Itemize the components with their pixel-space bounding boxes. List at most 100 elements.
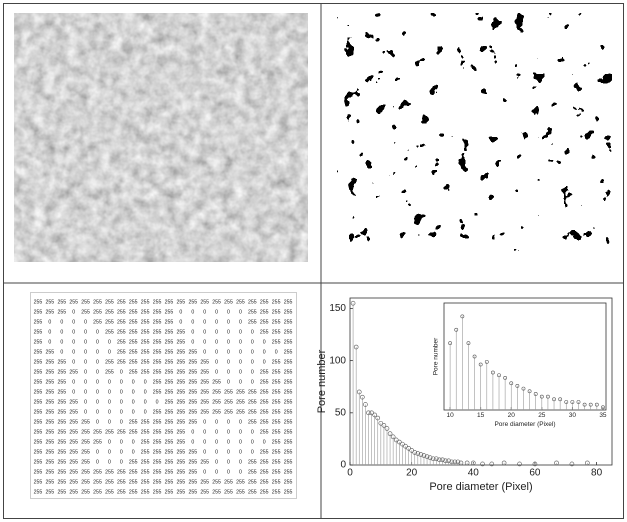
matrix-cell: 255 [165,379,174,385]
matrix-cell: 0 [179,309,182,315]
matrix-cell: 255 [34,459,43,465]
matrix-cell: 255 [57,439,66,445]
matrix-cell: 0 [108,459,111,465]
matrix-cell: 0 [227,319,230,325]
point [455,459,461,465]
matrix-cell: 255 [188,419,197,425]
matrix-cell: 0 [191,319,194,325]
matrix-cell: 255 [69,429,78,435]
matrix-cell: 255 [284,319,293,325]
matrix-cell: 255 [57,299,66,305]
matrix-cell: 255 [177,369,186,375]
point [387,431,393,436]
matrix-cell: 255 [272,299,281,305]
matrix-cell: 255 [177,399,186,405]
matrix-cell: 255 [141,369,150,375]
matrix-cell: 255 [153,409,162,415]
matrix-cell: 255 [34,339,43,345]
point [501,460,507,466]
matrix-cell: 255 [212,479,221,485]
matrix-cell: 255 [224,389,233,395]
point [424,454,430,459]
matrix-cell: 0 [60,349,63,355]
matrix-cell: 0 [96,389,99,395]
matrix-cell: 255 [284,459,293,465]
matrix-cell: 255 [153,349,162,355]
point [440,457,445,463]
matrix-cell: 255 [34,329,43,335]
matrix-cell: 255 [81,459,90,465]
matrix-cell: 255 [141,489,150,495]
point [393,437,399,443]
matrix-cell: 255 [165,439,174,445]
matrix-cell: 255 [248,399,257,405]
matrix-cell: 255 [141,459,150,465]
matrix-cell: 255 [69,469,78,475]
point [569,461,575,467]
matrix-cell: 255 [284,339,293,345]
point [527,389,532,394]
matrix-cell: 255 [212,399,221,405]
matrix-cell: 0 [203,349,206,355]
matrix-cell: 255 [57,369,66,375]
matrix-cell: 0 [132,389,135,395]
matrix-cell: 255 [81,479,90,485]
matrix-cell: 255 [129,459,138,465]
matrix-cell: 255 [224,479,233,485]
matrix-cell: 0 [120,409,123,415]
matrix-cell: 0 [227,309,230,315]
matrix-cell: 255 [188,369,197,375]
matrix-cell: 255 [46,489,55,495]
matrix-cell: 255 [69,419,78,425]
point [570,400,575,404]
matrix-cell: 255 [153,309,162,315]
matrix-cell: 0 [72,339,75,345]
matrix-cell: 0 [84,349,87,355]
matrix-cell: 0 [215,329,218,335]
matrix-cell: 255 [105,319,114,325]
matrix-cell: 255 [165,359,174,365]
point [375,415,381,421]
matrix-cell: 0 [239,429,242,435]
matrix-cell: 255 [93,489,102,495]
matrix-cell: 255 [46,309,55,315]
matrix-cell: 255 [260,389,269,395]
matrix-cell: 255 [260,489,269,495]
matrix-cell: 255 [188,469,197,475]
point [588,402,593,407]
matrix-cell: 0 [84,359,87,365]
matrix-cell: 255 [34,479,43,485]
matrix-cell: 0 [108,349,111,355]
matrix-cell: 0 [191,309,194,315]
point [478,362,483,367]
matrix-cell: 255 [129,349,138,355]
x-tick-label: 15 [477,412,485,419]
matrix-cell: 0 [227,339,230,345]
matrix-cell: 0 [96,339,99,345]
matrix-cell: 0 [203,319,206,325]
matrix-cell: 255 [284,479,293,485]
matrix-cell: 255 [46,469,55,475]
matrix-cell: 0 [215,429,218,435]
matrix-cell: 0 [251,379,254,385]
matrix-cell: 255 [129,359,138,365]
point [430,456,436,462]
matrix-cell: 0 [48,319,51,325]
matrix-cell: 255 [57,489,66,495]
matrix-cell: 0 [72,379,75,385]
matrix-cell: 255 [177,349,186,355]
matrix-cell: 255 [81,449,90,455]
matrix-cell: 255 [141,339,150,345]
matrix-cell: 255 [141,429,150,435]
matrix-cell: 255 [200,399,209,405]
matrix-cell: 0 [72,309,75,315]
point [454,327,459,332]
matrix-cell: 255 [272,429,281,435]
y-tick-label: 50 [335,407,347,418]
matrix-cell: 255 [212,379,221,385]
point [539,394,544,399]
matrix-cell: 0 [203,429,206,435]
matrix-cell: 0 [96,329,99,335]
point [421,453,427,458]
